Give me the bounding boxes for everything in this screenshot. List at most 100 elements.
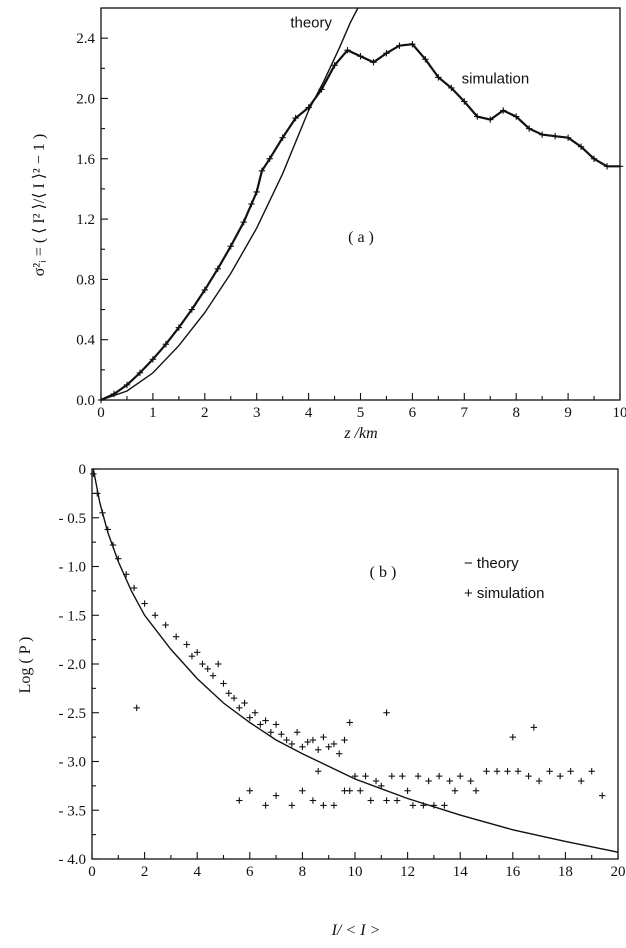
panel-b-simulation-point — [409, 802, 417, 809]
panel-b-simulation-point — [367, 797, 374, 804]
panel-a-chart: 0 1 2 3 4 5 6 7 8 9 10 0.0 0.4 0.8 1.2 1.6 2.0 2.4 theor… — [31, 7, 626, 442]
panel-b-simulation-point — [109, 541, 117, 549]
panel-b-plot-frame — [91, 468, 619, 860]
panel-a-simulation-point — [474, 113, 481, 120]
panel-a-x-tick-label: 1 — [149, 405, 157, 421]
panel-a-y-tick-label: 0.8 — [76, 272, 95, 288]
panel-a-x-tick-label: 4 — [305, 405, 313, 421]
panel-a-simulation-point — [331, 62, 338, 69]
panel-a-simulation-point — [616, 163, 624, 170]
panel-a-y-tick-label: 2.0 — [76, 91, 95, 107]
panel-b-simulation-point — [225, 690, 232, 697]
simulation-annotation: simulation — [462, 70, 530, 87]
panel-b-simulation-point — [388, 772, 396, 780]
panel-a-y-tick-label: 1.6 — [76, 152, 95, 168]
panel-a-y-tick-label: 1.2 — [76, 212, 95, 228]
panel-a-simulation-point — [538, 131, 546, 138]
panel-b-simulation-point — [535, 777, 543, 785]
panel-b-ticks — [91, 468, 619, 860]
panel-a-simulation-point — [248, 200, 255, 208]
panel-b-x-tick-label: 10 — [348, 864, 363, 880]
panel-a-x-tick-label: 9 — [564, 405, 572, 421]
panel-b-simulation-point — [272, 721, 280, 728]
panel-a-ticks — [100, 37, 621, 401]
panel-b-simulation-point — [215, 660, 222, 668]
panel-a-y-tick-label: 2.4 — [76, 31, 95, 47]
panel-b-simulation-point — [99, 509, 106, 517]
panel-b-simulation-point — [272, 792, 280, 799]
panel-a-x-tick-label: 0 — [97, 405, 105, 421]
panel-b-simulation-point — [283, 736, 290, 744]
panel-b-simulation-point — [446, 777, 453, 785]
panel-a-x-tick-labels: 0 1 2 3 4 5 6 7 8 9 10 — [97, 405, 626, 421]
panel-a-simulation-point — [214, 265, 221, 273]
panel-b-y-tick-label: - 2.0 — [59, 657, 87, 673]
panel-b-simulation-point — [546, 768, 553, 775]
panel-b-x-tick-label: 18 — [558, 864, 573, 880]
panel-b-simulation-point — [425, 777, 432, 785]
panel-b-simulation-point — [493, 768, 501, 775]
panel-a-simulation-point — [97, 396, 105, 404]
panel-b-simulation-point — [383, 797, 390, 804]
panel-b-x-tick-label: 12 — [400, 864, 415, 880]
panel-b-y-tick-label: - 1.5 — [59, 608, 87, 624]
panel-a-simulation-point — [149, 356, 157, 363]
panel-b-simulation-point — [483, 768, 490, 775]
panel-b-simulation-point — [230, 694, 238, 702]
panel-a-simulation-point — [136, 369, 144, 377]
panel-b-y-tick-label: - 2.5 — [59, 706, 87, 722]
panel-a-simulation-point — [383, 50, 390, 57]
panel-a-simulation-point — [357, 53, 364, 60]
panel-a-simulation-point — [525, 125, 533, 132]
panel-b-simulation-point — [451, 787, 459, 794]
panel-b-simulation-point — [188, 653, 196, 660]
panel-b-simulation-point — [115, 555, 122, 562]
panel-a-simulation-point — [590, 155, 598, 162]
panel-a-theory-line — [100, 7, 359, 401]
panel-b-simulation-point — [330, 802, 338, 809]
panel-b-x-tick-label: 2 — [141, 864, 149, 880]
panel-b-simulation-point — [435, 772, 443, 780]
panel-a-simulation-point — [123, 381, 131, 389]
panel-b-simulation-point — [330, 740, 338, 748]
panel-b-simulation-point — [122, 571, 130, 578]
panel-b-chart: 0 2 4 6 8 10 12 14 16 18 20 0 - 0.5 - 1.0 - 1.5 - 2.0 -… — [17, 462, 626, 939]
panel-a-simulation-point — [487, 116, 494, 123]
panel-a-simulation-point — [513, 113, 520, 120]
legend-entry-theory: − theory — [464, 555, 519, 572]
panel-b-simulation-point — [414, 772, 422, 780]
panel-a-x-tick-label: 10 — [613, 405, 626, 421]
panel-b-x-tick-labels: 0 2 4 6 8 10 12 14 16 18 20 — [88, 864, 625, 880]
panel-a-x-tick-label: 3 — [253, 405, 261, 421]
panel-a-simulation-point — [500, 107, 507, 114]
panel-a-simulation-point — [396, 42, 403, 49]
panel-a-simulation-point — [227, 243, 234, 250]
panel-b-simulation-point — [404, 787, 411, 794]
panel-b-simulation-point — [430, 802, 438, 809]
panel-b-simulation-point — [341, 736, 348, 744]
panel-a-simulation-point — [201, 286, 208, 294]
panel-b-simulation-point — [299, 787, 306, 794]
panel-a-y-tick-label: 0.4 — [76, 333, 95, 349]
panel-b-simulation-point — [94, 490, 101, 497]
panel-b-simulation-point — [278, 731, 285, 738]
panel-b-simulation-point — [293, 729, 301, 736]
panel-b-simulation-point — [320, 733, 327, 741]
panel-b-simulation-point — [514, 768, 522, 775]
panel-b-simulation-point — [209, 672, 217, 679]
panel-b-simulation-point — [309, 736, 317, 744]
panel-a-simulation-point — [564, 134, 572, 141]
panel-b-y-tick-label: - 3.0 — [59, 755, 87, 771]
panel-b-legend: − theory + simulation — [464, 555, 544, 602]
panel-b-simulation-point — [204, 665, 211, 673]
panel-b-x-tick-label: 6 — [246, 864, 254, 880]
panel-b-simulation-point — [372, 777, 380, 785]
panel-a-simulation-point — [551, 132, 559, 140]
panel-b-simulation-point — [472, 787, 480, 794]
panel-a-y-tick-label: 0.0 — [76, 393, 95, 409]
panel-a-simulation-point — [162, 341, 170, 348]
panel-a-plot-frame — [100, 7, 621, 401]
panel-b-y-tick-label: - 0.5 — [59, 511, 87, 527]
panel-a-x-tick-label: 6 — [409, 405, 417, 421]
panel-b-simulation-point — [362, 772, 369, 780]
